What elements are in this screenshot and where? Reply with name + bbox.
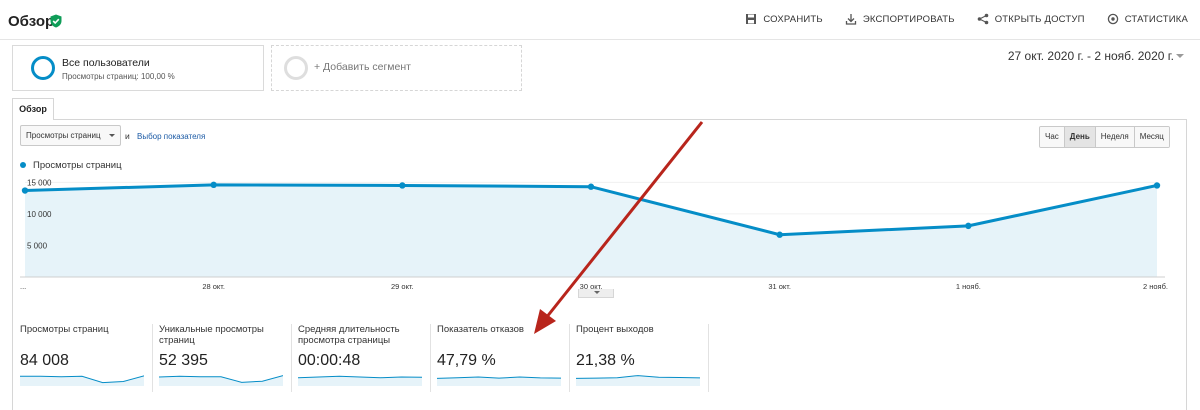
chevron-down-icon[interactable] — [1176, 54, 1184, 58]
sparkline — [159, 375, 283, 386]
segment-card-all-users[interactable]: Все пользователи Просмотры страниц: 100,… — [12, 45, 264, 91]
sparkline — [298, 375, 422, 386]
data-point[interactable] — [399, 182, 406, 189]
download-icon — [845, 14, 856, 25]
legend-swatch — [20, 162, 26, 168]
scorecard-value: 00:00:48 — [298, 352, 361, 369]
sparkline-area — [20, 375, 144, 386]
export-label: ЭКСПОРТИРОВАТЬ — [862, 13, 955, 25]
sparkline-line — [437, 376, 561, 379]
insights-button[interactable]: СТАТИСТИКА — [1107, 13, 1188, 25]
scorecard[interactable]: Уникальные просмотры страниц 52 395 — [153, 324, 292, 392]
period-toggle-group: Час День Неделя Месяц — [1039, 126, 1170, 148]
save-button[interactable]: СОХРАНИТЬ — [745, 13, 823, 25]
data-point[interactable] — [1153, 182, 1161, 189]
sparkline-area — [159, 375, 283, 386]
scorecard[interactable]: Процент выходов 21,38 % — [570, 324, 709, 392]
add-segment-label: + Добавить сегмент — [314, 61, 411, 73]
share-button[interactable]: ОТКРЫТЬ ДОСТУП — [977, 13, 1085, 25]
metric-select-value: Просмотры страниц — [26, 131, 101, 140]
insights-label: СТАТИСТИКА — [1124, 13, 1188, 25]
sparkline — [576, 375, 700, 386]
date-range-picker[interactable]: 27 окт. 2020 г. - 2 нояб. 2020 г. — [1007, 49, 1174, 63]
segment-ring-icon — [31, 56, 55, 80]
overview-panel — [12, 119, 1187, 410]
sparkline-line — [576, 375, 700, 379]
data-point[interactable] — [776, 231, 783, 238]
sparkline-line — [298, 375, 422, 379]
share-icon — [977, 13, 989, 25]
chevron-down-icon — [109, 134, 115, 137]
period-month-button[interactable]: Месяц — [1134, 127, 1169, 147]
sparkline-area — [437, 377, 561, 386]
select-metric-link[interactable]: Выбор показателя — [137, 132, 206, 141]
scorecard-label: Уникальные просмотры страниц — [159, 324, 264, 346]
page-title: Обзор — [8, 13, 55, 30]
segment-subtitle: Просмотры страниц: 100,00 % — [62, 72, 175, 81]
sparkline-area — [298, 376, 422, 386]
scorecard-label: Просмотры страниц — [20, 324, 109, 335]
save-icon — [746, 14, 757, 24]
add-segment-card[interactable]: + Добавить сегмент — [271, 45, 522, 91]
scorecards: Просмотры страниц 84 008 Уникальные просмо… — [14, 324, 709, 392]
top-bar: Обзор СОХРАНИТЬ ЭКСПОРТИРОВАТЬ ОТКРЫТЬ Д… — [0, 0, 1200, 40]
save-label: СОХРАНИТЬ — [763, 13, 823, 25]
add-segment-ring-icon — [284, 56, 308, 80]
sparkline-line — [20, 375, 144, 384]
scorecard-label: Средняя длительность просмотра страницы — [298, 324, 400, 346]
export-button[interactable]: ЭКСПОРТИРОВАТЬ — [845, 13, 955, 25]
verified-shield-icon — [50, 14, 62, 28]
sparkline — [20, 375, 144, 386]
scorecard[interactable]: Средняя длительность просмотра страницы 0… — [292, 324, 431, 392]
period-day-button[interactable]: День — [1064, 127, 1096, 147]
data-point[interactable] — [965, 222, 972, 230]
data-point[interactable] — [210, 181, 217, 189]
data-point[interactable] — [587, 183, 595, 190]
data-point[interactable] — [21, 187, 29, 194]
chart-collapse-handle[interactable] — [578, 289, 614, 298]
segment-name: Все пользователи — [62, 57, 150, 69]
metric-select[interactable]: Просмотры страниц — [20, 125, 121, 146]
scorecard[interactable]: Просмотры страниц 84 008 — [14, 324, 153, 392]
tab-overview[interactable]: Обзор — [12, 98, 54, 120]
scorecard-value: 21,38 % — [576, 352, 635, 369]
period-week-button[interactable]: Неделя — [1095, 127, 1135, 147]
scorecard-value: 52 395 — [159, 352, 208, 369]
period-hour-button[interactable]: Час — [1040, 127, 1065, 147]
and-label: и — [125, 131, 130, 141]
scorecard[interactable]: Показатель отказов 47,79 % — [431, 324, 570, 392]
scorecard-label: Процент выходов — [576, 324, 654, 335]
scorecard-value: 84 008 — [20, 352, 69, 369]
scorecard-value: 47,79 % — [437, 352, 496, 369]
sparkline-line — [159, 375, 283, 383]
scorecard-label: Показатель отказов — [437, 324, 524, 335]
share-label: ОТКРЫТЬ ДОСТУП — [994, 13, 1085, 25]
sparkline — [437, 376, 561, 386]
insights-icon — [1107, 13, 1118, 25]
legend-label: Просмотры страниц — [33, 160, 122, 171]
